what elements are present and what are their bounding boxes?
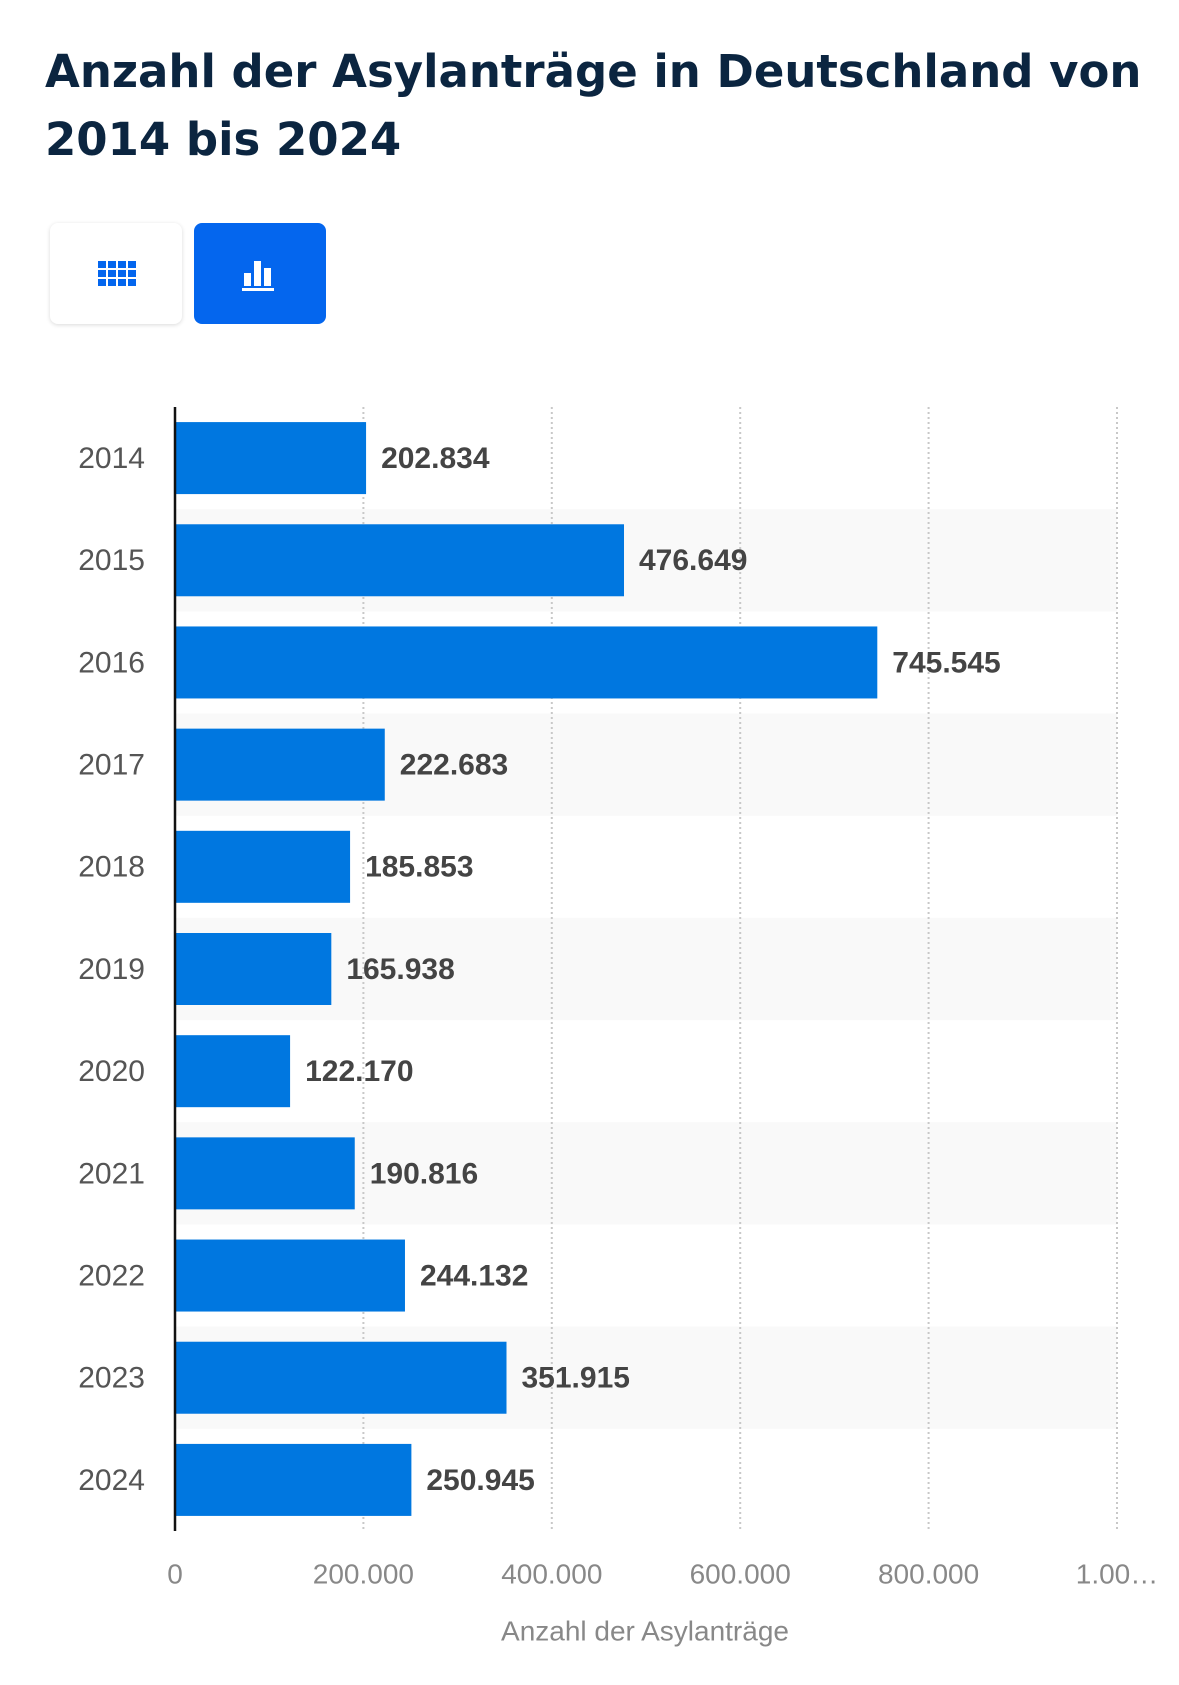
chart-title: Anzahl der Asylanträge in Deutschland vo…	[45, 45, 1142, 166]
bar	[175, 1239, 405, 1312]
x-axis-title: Anzahl der Asylanträge	[501, 1615, 789, 1646]
table-icon	[98, 261, 136, 286]
value-label: 745.545	[892, 646, 1000, 679]
y-tick-label: 2016	[78, 646, 145, 679]
value-label: 351.915	[522, 1362, 630, 1395]
value-label: 476.649	[639, 544, 747, 577]
value-label: 222.683	[400, 749, 508, 782]
bar	[175, 830, 351, 903]
x-tick-label: 1.00…	[1076, 1558, 1159, 1589]
bar	[175, 1137, 355, 1210]
bar	[175, 626, 878, 699]
value-label: 165.938	[346, 953, 454, 986]
x-tick-label: 800.000	[878, 1558, 979, 1589]
y-tick-label: 2024	[78, 1464, 145, 1497]
value-label: 250.945	[426, 1464, 534, 1497]
x-tick-label: 600.000	[690, 1558, 791, 1589]
y-tick-label: 2017	[78, 749, 145, 782]
value-label: 190.816	[370, 1157, 478, 1190]
x-tick-label: 0	[167, 1558, 183, 1589]
value-label: 244.132	[420, 1259, 528, 1292]
bar	[175, 524, 625, 597]
y-tick-label: 2018	[78, 851, 145, 884]
bar	[175, 1341, 507, 1414]
x-tick-label: 400.000	[501, 1558, 602, 1589]
y-tick-label: 2015	[78, 544, 145, 577]
chart-view-button[interactable]	[194, 223, 326, 324]
bar	[175, 422, 367, 495]
chart-icon	[242, 261, 274, 291]
bar	[175, 933, 332, 1005]
bar	[175, 1035, 291, 1108]
table-view-button[interactable]	[50, 223, 182, 324]
y-tick-label: 2022	[78, 1259, 145, 1292]
y-tick-label: 2021	[78, 1157, 145, 1190]
bar	[175, 1443, 412, 1516]
y-tick-label: 2020	[78, 1055, 145, 1088]
y-tick-label: 2023	[78, 1362, 145, 1395]
bar	[175, 728, 385, 801]
x-tick-label: 200.000	[313, 1558, 414, 1589]
y-tick-label: 2019	[78, 953, 145, 986]
value-label: 185.853	[365, 851, 473, 884]
value-label: 122.170	[305, 1055, 413, 1088]
row-band	[175, 917, 1117, 1021]
y-tick-label: 2014	[78, 442, 145, 475]
value-label: 202.834	[381, 442, 490, 475]
